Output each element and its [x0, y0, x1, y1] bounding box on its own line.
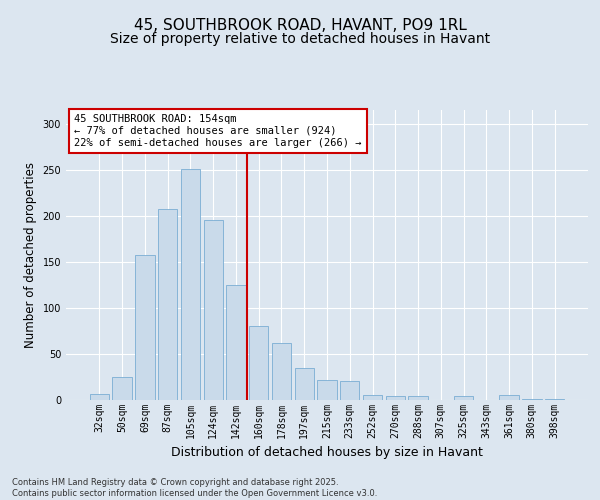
Text: 45 SOUTHBROOK ROAD: 154sqm
← 77% of detached houses are smaller (924)
22% of sem: 45 SOUTHBROOK ROAD: 154sqm ← 77% of deta… — [74, 114, 361, 148]
Bar — [272, 343, 291, 400]
Bar — [545, 399, 564, 400]
X-axis label: Distribution of detached houses by size in Havant: Distribution of detached houses by size … — [171, 446, 483, 460]
Bar — [112, 377, 132, 400]
Bar — [386, 396, 405, 400]
Bar — [295, 368, 314, 400]
Text: Size of property relative to detached houses in Havant: Size of property relative to detached ho… — [110, 32, 490, 46]
Text: 45, SOUTHBROOK ROAD, HAVANT, PO9 1RL: 45, SOUTHBROOK ROAD, HAVANT, PO9 1RL — [134, 18, 466, 32]
Bar — [363, 396, 382, 400]
Bar — [409, 396, 428, 400]
Bar — [522, 399, 542, 400]
Bar — [249, 326, 268, 400]
Text: Contains HM Land Registry data © Crown copyright and database right 2025.
Contai: Contains HM Land Registry data © Crown c… — [12, 478, 377, 498]
Bar — [340, 380, 359, 400]
Bar — [317, 380, 337, 400]
Y-axis label: Number of detached properties: Number of detached properties — [24, 162, 37, 348]
Bar — [158, 210, 178, 400]
Bar — [454, 396, 473, 400]
Bar — [90, 394, 109, 400]
Bar — [203, 220, 223, 400]
Bar — [226, 285, 245, 400]
Bar — [181, 169, 200, 400]
Bar — [499, 396, 519, 400]
Bar — [135, 256, 155, 400]
